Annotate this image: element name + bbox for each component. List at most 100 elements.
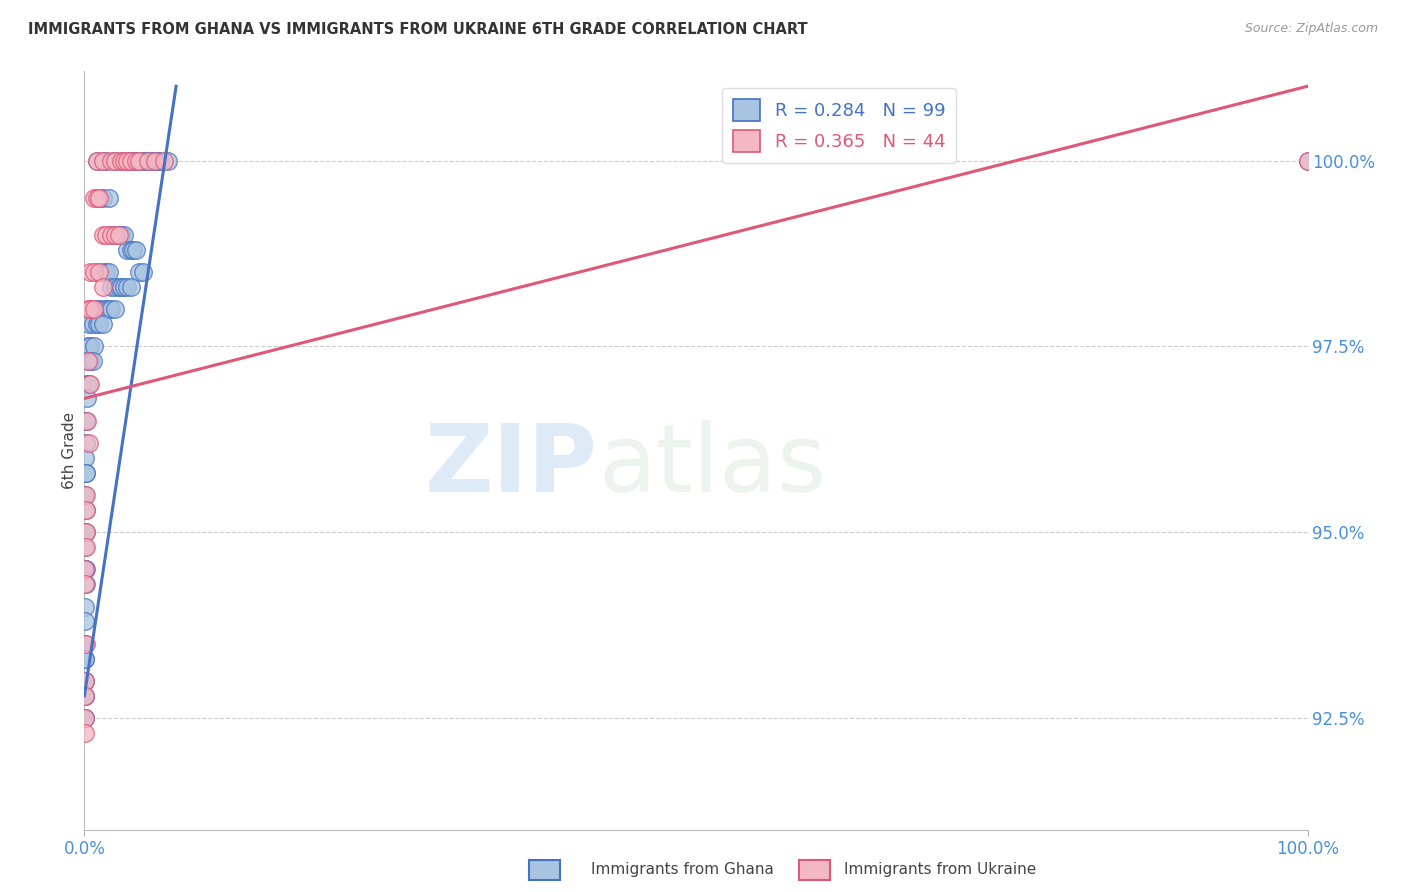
Point bbox=[75, 525, 97, 540]
Point bbox=[75, 577, 97, 591]
Point bbox=[82, 317, 104, 331]
Point bbox=[75, 466, 97, 480]
Point bbox=[115, 243, 138, 257]
Point bbox=[75, 540, 97, 554]
Point bbox=[79, 302, 101, 317]
Text: Source: ZipAtlas.com: Source: ZipAtlas.com bbox=[1244, 22, 1378, 36]
Point bbox=[100, 227, 122, 242]
Point bbox=[91, 317, 114, 331]
Point bbox=[75, 562, 97, 576]
Point bbox=[76, 376, 98, 391]
Point bbox=[132, 153, 155, 168]
Point bbox=[128, 153, 150, 168]
Point bbox=[75, 466, 97, 480]
Point bbox=[73, 711, 96, 725]
Point bbox=[153, 153, 176, 168]
Point bbox=[75, 503, 97, 517]
Point bbox=[107, 280, 129, 294]
Point bbox=[91, 265, 114, 279]
Text: atlas: atlas bbox=[598, 419, 827, 512]
Point bbox=[86, 302, 108, 317]
Point bbox=[141, 153, 163, 168]
Point bbox=[75, 562, 97, 576]
Point bbox=[107, 227, 129, 242]
Point bbox=[77, 436, 100, 450]
Point bbox=[87, 302, 110, 317]
Text: ZIP: ZIP bbox=[425, 419, 598, 512]
Point bbox=[75, 562, 97, 576]
Point bbox=[100, 227, 122, 242]
Point bbox=[75, 525, 97, 540]
Point bbox=[75, 488, 97, 502]
Point bbox=[73, 673, 96, 688]
Point bbox=[104, 302, 127, 317]
Point bbox=[125, 153, 148, 168]
Text: IMMIGRANTS FROM GHANA VS IMMIGRANTS FROM UKRAINE 6TH GRADE CORRELATION CHART: IMMIGRANTS FROM GHANA VS IMMIGRANTS FROM… bbox=[28, 22, 807, 37]
Point bbox=[91, 302, 114, 317]
Point bbox=[77, 339, 100, 353]
Point bbox=[143, 153, 166, 168]
Point bbox=[96, 227, 118, 242]
Point bbox=[83, 265, 105, 279]
Point bbox=[146, 153, 169, 168]
Point bbox=[75, 651, 97, 665]
Point bbox=[149, 153, 172, 168]
Point bbox=[125, 243, 148, 257]
Point bbox=[128, 265, 150, 279]
Point bbox=[75, 651, 97, 665]
Point bbox=[122, 153, 145, 168]
Point bbox=[75, 436, 97, 450]
Point bbox=[112, 153, 135, 168]
Point bbox=[1296, 153, 1319, 168]
Point bbox=[82, 354, 104, 368]
Point bbox=[77, 376, 100, 391]
Point bbox=[75, 562, 97, 576]
Point bbox=[104, 153, 127, 168]
Point bbox=[91, 153, 114, 168]
Point bbox=[75, 414, 97, 428]
Point bbox=[112, 280, 135, 294]
Point bbox=[83, 302, 105, 317]
Point bbox=[96, 153, 118, 168]
Point bbox=[104, 227, 127, 242]
Point bbox=[83, 191, 105, 205]
Point bbox=[75, 488, 97, 502]
Point bbox=[75, 673, 97, 688]
Point bbox=[87, 191, 110, 205]
Point bbox=[97, 265, 120, 279]
Point bbox=[122, 243, 145, 257]
Point bbox=[110, 153, 132, 168]
Point bbox=[75, 540, 97, 554]
Point bbox=[120, 153, 142, 168]
Point bbox=[79, 339, 101, 353]
Point bbox=[132, 265, 155, 279]
Point bbox=[77, 354, 100, 368]
Point bbox=[83, 302, 105, 317]
Point bbox=[83, 339, 105, 353]
Point bbox=[76, 414, 98, 428]
Point bbox=[120, 153, 142, 168]
Point bbox=[75, 637, 97, 651]
Point bbox=[75, 414, 97, 428]
Point bbox=[75, 726, 97, 740]
Point bbox=[91, 227, 114, 242]
Point bbox=[75, 450, 97, 465]
Point bbox=[77, 317, 100, 331]
Point bbox=[110, 153, 132, 168]
Y-axis label: 6th Grade: 6th Grade bbox=[62, 412, 77, 489]
Point bbox=[120, 243, 142, 257]
Point bbox=[91, 280, 114, 294]
Point bbox=[96, 265, 118, 279]
Point bbox=[75, 599, 97, 614]
Point bbox=[115, 280, 138, 294]
Point bbox=[75, 637, 97, 651]
Point bbox=[86, 317, 108, 331]
Point bbox=[97, 191, 120, 205]
Point bbox=[136, 153, 159, 168]
Point bbox=[73, 711, 96, 725]
Point bbox=[97, 302, 120, 317]
Point bbox=[110, 280, 132, 294]
Point bbox=[75, 503, 97, 517]
Point bbox=[79, 265, 101, 279]
Point bbox=[75, 577, 97, 591]
